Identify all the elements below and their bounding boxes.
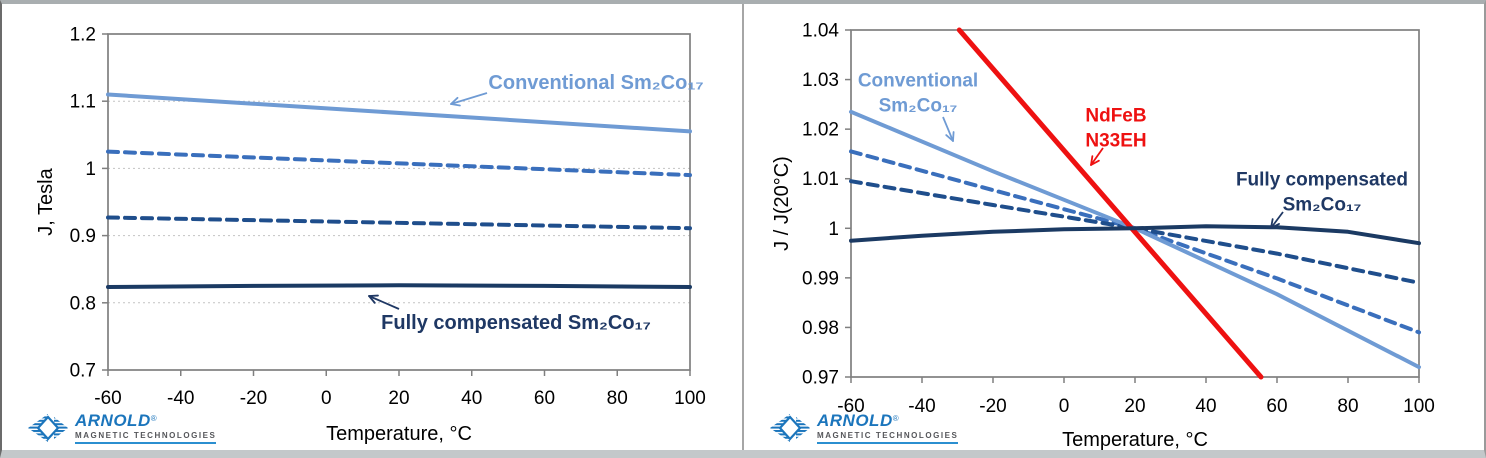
- x-axis-tick-label: 100: [1403, 396, 1435, 417]
- x-axis-tick-label: 40: [461, 388, 482, 409]
- x-axis-tick-label: 20: [1124, 396, 1145, 417]
- annotation-arrow: [368, 295, 400, 310]
- x-axis-tick-label: 20: [388, 388, 409, 409]
- y-axis-tick-label: 0.97: [802, 368, 839, 389]
- arnold-diamond-icon-svg: [28, 414, 68, 442]
- arnold-diamond-icon: [770, 413, 810, 448]
- annotation-arrowhead: [1270, 223, 1280, 229]
- y-axis-tick-label: 1.01: [802, 169, 839, 190]
- y-axis-tick-label: 0.7: [70, 361, 96, 382]
- annotation-arrowhead: [1090, 155, 1094, 166]
- series-line: [106, 215, 692, 231]
- panel-divider: [742, 4, 744, 450]
- emblem-right-wing: [54, 417, 68, 439]
- registered-trademark-icon: ®: [150, 414, 157, 423]
- series-line: [849, 224, 1421, 246]
- y-axis-title: J / J(20°C): [771, 156, 793, 251]
- x-axis-tick-label: 0: [321, 388, 332, 409]
- y-axis-tick-label: 0.9: [70, 226, 96, 247]
- annotation-arrowhead: [945, 134, 954, 142]
- annotation-text: NdFeB N33EH: [1085, 106, 1146, 152]
- logo-brand: ARNOLD: [75, 411, 151, 430]
- annotation-arrowhead: [450, 103, 461, 107]
- x-axis-title: Temperature, °C: [326, 423, 472, 445]
- annotation-arrow: [1090, 147, 1104, 166]
- annotation-arrowhead: [952, 131, 955, 142]
- y-axis-title: J, Tesla: [35, 167, 57, 235]
- registered-trademark-icon: ®: [892, 414, 899, 423]
- y-axis-tick-label: 1.03: [802, 70, 839, 91]
- y-axis-tick-label: 1.2: [70, 25, 96, 46]
- chart-panel-left: 0.7 0.8 0.9 1 1.1 1.2 -60 -40 -20 0 20 40 60 80 100 J, …: [2, 4, 742, 450]
- annotation-text: Fully compensated Sm₂Co₁₇: [381, 312, 651, 334]
- x-axis-tick-label: 60: [1266, 396, 1287, 417]
- arnold-logo: ARNOLD® MAGNETIC TECHNOLOGIES: [770, 411, 959, 448]
- emblem-right-wing: [796, 417, 810, 439]
- logo-subtitle: MAGNETIC TECHNOLOGIES: [817, 431, 959, 444]
- annotation-arrowhead: [368, 295, 376, 304]
- x-axis-tick-label: 80: [1337, 396, 1358, 417]
- x-axis-title: Temperature, °C: [1062, 429, 1208, 450]
- arnold-logo: ARNOLD® MAGNETIC TECHNOLOGIES: [28, 411, 217, 448]
- right-chart-normalized-j-vs-temperature: 0.97 0.98 0.99 1 1.01 1.02 1.03 1.04 -60 -40 -20 0 2…: [771, 21, 1435, 451]
- arnold-logo-text: ARNOLD® MAGNETIC TECHNOLOGIES: [75, 411, 217, 444]
- x-axis-tick-label: 60: [534, 388, 555, 409]
- left-chart-j-vs-temperature: 0.7 0.8 0.9 1 1.1 1.2 -60 -40 -20 0 20 40 60 80 100 J, …: [35, 25, 706, 446]
- emblem-diamond: [778, 415, 802, 441]
- annotation-arrowhead: [450, 96, 459, 105]
- x-axis-tick-label: -40: [167, 388, 194, 409]
- annotation-arrow: [942, 116, 954, 142]
- series-line: [106, 149, 692, 178]
- logo-brand: ARNOLD: [817, 411, 893, 430]
- x-axis-tick-label: 40: [1195, 396, 1216, 417]
- x-axis-tick-label: 100: [674, 388, 706, 409]
- y-axis-tick-label: 1.1: [70, 92, 96, 113]
- arnold-diamond-icon-svg: [770, 414, 810, 442]
- y-axis-tick-label: 0.8: [70, 293, 96, 314]
- emblem-diamond: [36, 415, 60, 441]
- y-axis-tick-label: 0.99: [802, 268, 839, 289]
- y-axis-tick-label: 1: [828, 219, 839, 240]
- x-axis-tick-label: -20: [979, 396, 1006, 417]
- y-axis-tick-label: 0.98: [802, 318, 839, 339]
- y-axis-tick-label: 1.02: [802, 120, 839, 141]
- logo-subtitle: MAGNETIC TECHNOLOGIES: [75, 431, 217, 444]
- series-line: [106, 283, 692, 289]
- y-axis-tick-label: 1.04: [802, 21, 839, 42]
- annotation-arrowhead: [1270, 218, 1274, 229]
- chart-panel-right: 0.97 0.98 0.99 1 1.01 1.02 1.03 1.04 -60 -40 -20 0 2…: [744, 4, 1484, 450]
- annotation-arrowhead: [1090, 159, 1100, 166]
- annotation-text: Conventional Sm₂Co₁₇: [488, 72, 703, 94]
- x-axis-tick-label: -60: [94, 388, 121, 409]
- y-axis-tick-label: 1: [85, 159, 96, 180]
- series-line: [956, 27, 1264, 380]
- x-axis-tick-label: -20: [240, 388, 267, 409]
- arnold-logo-text: ARNOLD® MAGNETIC TECHNOLOGIES: [817, 411, 959, 444]
- annotation-arrow: [450, 92, 488, 105]
- x-axis-tick-label: 80: [607, 388, 628, 409]
- series-line: [106, 92, 692, 134]
- x-axis-tick-label: 0: [1059, 396, 1070, 417]
- annotation-text: Conventional Sm₂Co₁₇: [858, 71, 978, 117]
- arnold-diamond-icon: [28, 413, 68, 448]
- annotation-text: Fully compensated Sm₂Co₁₇: [1236, 170, 1408, 216]
- x-axis-tick-label: -40: [908, 396, 935, 417]
- x-axis-tick-label: -60: [837, 396, 864, 417]
- annotation-arrow: [1270, 211, 1284, 229]
